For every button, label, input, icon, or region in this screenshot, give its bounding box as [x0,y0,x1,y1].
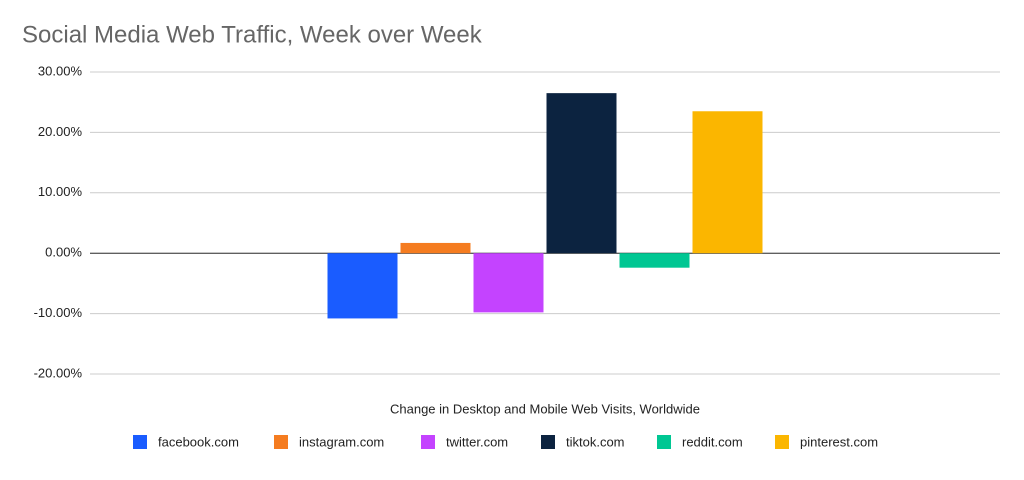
y-tick-label: 10.00% [38,184,83,199]
legend-label: tiktok.com [566,434,625,449]
bar [546,93,617,254]
legend-label: instagram.com [299,434,384,449]
legend-swatch [775,435,789,449]
legend-label: twitter.com [446,434,508,449]
y-tick-label: -20.00% [34,365,83,380]
bar [327,253,398,319]
y-tick-label: -10.00% [34,305,83,320]
bar [692,111,763,254]
y-tick-label: 0.00% [45,245,82,260]
y-tick-label: 20.00% [38,124,83,139]
legend-swatch [274,435,288,449]
legend-label: pinterest.com [800,434,878,449]
legend-swatch [657,435,671,449]
y-tick-label: 30.00% [38,63,83,78]
legend-swatch [133,435,147,449]
chart-title: Social Media Web Traffic, Week over Week [22,21,483,48]
legend-label: facebook.com [158,434,239,449]
legend-swatch [421,435,435,449]
legend-label: reddit.com [682,434,743,449]
legend-swatch [541,435,555,449]
bar [473,253,544,313]
bar [619,253,690,268]
x-axis-title: Change in Desktop and Mobile Web Visits,… [390,401,700,416]
bar [400,242,471,254]
